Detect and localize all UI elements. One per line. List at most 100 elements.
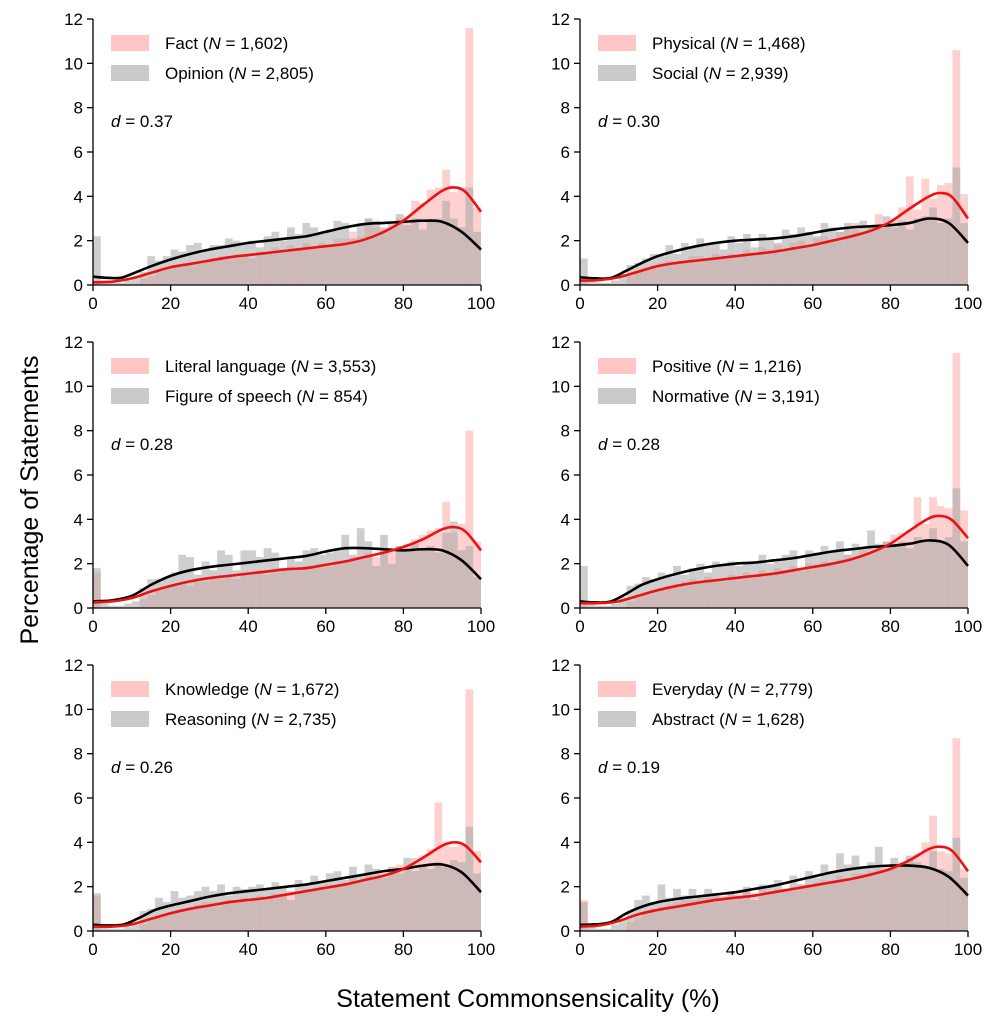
bar-series-b [255,247,264,285]
bar-series-b [279,886,287,931]
x-tick-label: 100 [467,940,495,959]
legend-label: Social [652,64,698,83]
bar-series-b [828,871,837,931]
x-tick-label: 100 [954,617,982,636]
bar-series-b [473,873,481,931]
bar-series-b [302,550,311,608]
bar-series-b [372,565,381,608]
bar-series-b [333,550,342,608]
effect-size-symbol: d [598,435,608,454]
bar-series-b [116,928,125,931]
bar-series-b [812,236,821,285]
bar-series-b [828,227,837,285]
bar-series-b [634,262,643,285]
legend: Literal language (N = 3,553)Figure of sp… [111,357,376,406]
bar-series-b [673,888,681,931]
legend-entry-a: Positive (N = 1,216) [652,357,802,376]
y-tick-label: 12 [64,333,83,352]
bar-series-b [735,895,743,931]
legend-label: Positive [652,357,712,376]
bar-series-b [704,572,712,608]
bar-series-b [116,282,125,285]
x-axis-title: Statement Commonsensicality (%) [336,985,719,1013]
bar-series-b [851,543,860,608]
y-axis-title: Percentage of Statements [16,355,44,644]
bar-series-b [93,893,101,931]
bar-series-b [913,218,922,285]
bar-series-b [449,521,458,608]
bar-series-b [465,187,474,285]
x-tick-label: 20 [648,294,667,313]
effect-size-symbol: d [111,112,121,131]
legend: Knowledge (N = 1,672)Reasoning (N = 2,73… [111,680,339,729]
legend-label: Everyday [652,680,723,699]
bar-series-b [294,880,303,931]
kde-line-series-a [579,191,970,282]
legend-n-value: = 3,553 [309,357,371,376]
legend-n-value: = 1,468 [738,34,800,53]
bar-series-b [789,550,798,608]
legend-n-symbol: N [296,357,309,376]
bar-series-b [240,888,249,931]
bar-series-b [719,565,728,608]
legend-paren: ( [292,387,303,406]
kde-line-series-b [92,546,482,603]
bar-series-b [611,924,619,931]
bar-series-b [380,227,388,285]
bar-series-b [442,866,450,931]
y-tick-label: 10 [551,54,570,73]
bar-series-b [255,557,264,608]
legend-swatch-a [111,35,149,51]
bar-series-b [271,882,280,931]
bar-series-b [457,550,466,608]
bar-series-b [224,238,233,285]
x-tick-label: 100 [467,617,495,636]
bar-series-b [426,545,435,608]
bar-series-b [797,570,806,608]
bar-series-b [898,541,906,608]
bar-series-b [217,550,225,608]
bar-series-a [465,430,474,608]
x-tick-label: 20 [648,940,667,959]
x-tick-label: 40 [239,294,258,313]
bar-series-b [766,238,774,285]
y-tick-label: 8 [561,99,570,118]
bar-series-b [418,229,427,285]
y-tick-label: 6 [74,143,83,162]
y-tick-label: 0 [561,922,570,941]
bar-series-b [147,579,156,608]
bar-series-b [719,249,728,285]
bar-series-b [387,222,396,285]
bar-series-b [434,552,443,608]
kde-line-series-a [579,845,970,928]
x-tick-label: 60 [316,940,335,959]
y-tick-label: 2 [561,232,570,251]
bar-series-b [310,548,319,608]
bar-series-b [380,534,388,608]
legend: Fact (N = 1,602)Opinion (N = 2,805) [111,34,314,83]
bar-series-b [93,568,101,608]
bar-series-b [418,866,427,931]
y-tick-label: 8 [561,745,570,764]
legend-swatch-b [598,65,636,81]
x-tick-label: 100 [954,940,982,959]
bar-series-b [735,242,743,285]
legend-swatch-b [598,711,636,727]
bar-series-b [874,225,883,285]
bar-series-b [170,572,179,608]
bar-series-b [921,216,930,285]
bar-series-b [913,537,922,608]
bar-series-b [742,886,751,931]
bar-series-b [836,231,844,285]
bar-series-b [859,220,868,285]
kde-line-series-a [579,514,969,605]
bar-series-b [781,888,790,931]
y-tick-label: 6 [561,789,570,808]
legend-swatch-b [111,388,149,404]
legend-n-symbol: N [302,387,315,406]
bar-series-b [626,911,635,931]
bar-series-b [696,238,705,285]
y-tick-label: 6 [74,466,83,485]
